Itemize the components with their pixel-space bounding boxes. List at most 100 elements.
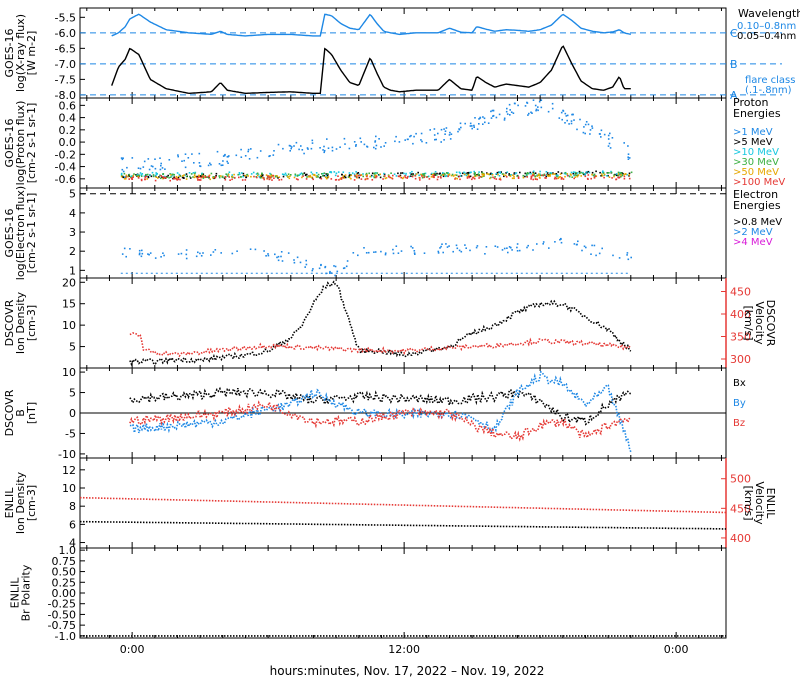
data-point — [249, 248, 252, 250]
data-point — [412, 174, 414, 176]
data-point — [561, 176, 563, 179]
data-point — [173, 173, 175, 176]
data-point — [506, 113, 509, 115]
y-tick-label: 12 — [62, 464, 76, 477]
data-point — [593, 173, 596, 176]
data-point — [295, 141, 298, 144]
data-point — [441, 243, 443, 245]
data-point — [482, 174, 485, 176]
data-point — [559, 238, 561, 241]
data-point — [617, 171, 620, 174]
data-point — [599, 133, 601, 135]
data-point — [272, 154, 275, 156]
data-point — [130, 177, 133, 179]
data-point — [370, 174, 373, 177]
data-point — [614, 173, 616, 176]
data-point — [271, 179, 273, 181]
data-point — [149, 252, 152, 254]
data-point — [191, 153, 193, 155]
data-point — [524, 175, 526, 178]
data-point — [261, 174, 264, 176]
data-point — [591, 173, 593, 176]
data-point — [580, 175, 582, 177]
xray-legend-title: Wavelength — [738, 7, 800, 20]
data-point — [353, 179, 356, 181]
data-point — [395, 245, 398, 247]
data-point — [311, 173, 314, 175]
data-point — [549, 172, 552, 174]
data-point — [141, 249, 143, 252]
data-point — [461, 172, 464, 175]
data-point — [212, 177, 214, 179]
data-point — [261, 173, 263, 175]
data-point — [139, 167, 142, 170]
data-point — [154, 179, 157, 182]
data-point — [589, 129, 592, 131]
data-point — [591, 244, 593, 247]
data-point — [271, 174, 273, 177]
data-point — [499, 172, 502, 174]
data-point — [620, 174, 622, 176]
data-point — [247, 150, 249, 153]
data-point — [362, 175, 364, 178]
data-point — [512, 112, 515, 114]
data-point — [214, 177, 217, 179]
data-point — [197, 179, 199, 181]
data-point — [216, 150, 219, 153]
data-point — [207, 175, 210, 178]
data-point — [148, 253, 150, 256]
data-point — [184, 166, 187, 169]
data-point — [484, 253, 486, 255]
data-point — [215, 175, 217, 178]
data-point — [301, 176, 303, 179]
data-point — [128, 175, 130, 177]
data-point — [140, 175, 143, 177]
data-point — [411, 170, 413, 173]
data-point — [221, 175, 224, 178]
data-point — [452, 175, 455, 177]
data-point — [445, 127, 448, 129]
data-point — [226, 174, 228, 176]
data-point — [159, 157, 161, 159]
data-point — [289, 150, 291, 152]
data-point — [592, 174, 595, 177]
data-point — [374, 251, 377, 253]
data-point — [182, 175, 184, 177]
data-point — [433, 134, 436, 136]
data-point — [498, 171, 500, 174]
data-point — [626, 252, 629, 254]
data-point — [577, 240, 579, 243]
data-point — [423, 172, 426, 175]
data-point — [627, 145, 629, 147]
data-point — [357, 174, 360, 177]
data-point — [513, 102, 516, 105]
legend-entry: >4 MeV — [733, 237, 773, 248]
data-point — [516, 250, 519, 252]
data-point — [152, 175, 155, 178]
data-point — [155, 174, 157, 177]
data-point — [478, 118, 480, 120]
data-point — [607, 134, 610, 137]
data-point — [415, 173, 418, 175]
data-point — [179, 178, 181, 181]
data-point — [371, 179, 374, 181]
data-point — [455, 174, 458, 176]
data-point — [476, 174, 478, 177]
data-point — [448, 134, 451, 136]
data-point — [479, 175, 482, 178]
data-point — [185, 249, 188, 251]
data-point — [525, 173, 528, 175]
data-point — [344, 143, 346, 145]
data-point — [627, 156, 629, 158]
data-point — [530, 175, 533, 178]
data-point — [355, 145, 357, 147]
data-point — [442, 251, 444, 254]
data-point — [615, 178, 618, 180]
data-point — [433, 176, 435, 179]
data-point — [351, 172, 354, 174]
series->2 MeV — [120, 237, 632, 277]
data-point — [158, 176, 160, 178]
data-point — [325, 175, 327, 177]
data-point — [183, 177, 185, 179]
data-point — [346, 260, 349, 262]
